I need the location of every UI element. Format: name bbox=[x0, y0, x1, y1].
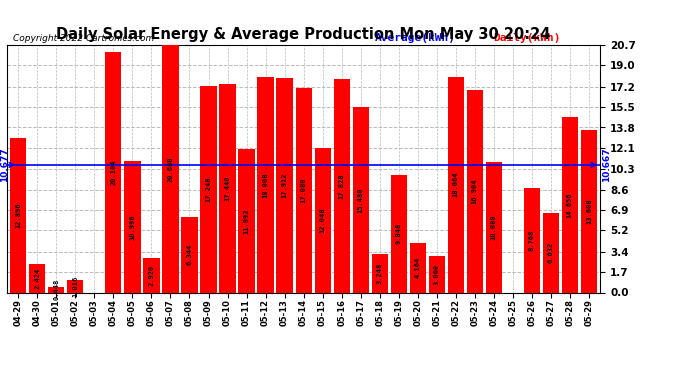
Text: Average(kWh): Average(kWh) bbox=[375, 33, 456, 42]
Bar bbox=[200, 86, 217, 292]
Bar bbox=[543, 213, 559, 292]
Bar bbox=[448, 76, 464, 292]
Text: 11.992: 11.992 bbox=[244, 208, 250, 234]
Bar bbox=[162, 45, 179, 292]
Text: 17.440: 17.440 bbox=[224, 176, 230, 201]
Bar bbox=[48, 287, 64, 292]
Text: 4.164: 4.164 bbox=[415, 257, 421, 278]
Bar bbox=[68, 280, 83, 292]
Text: 0.448: 0.448 bbox=[53, 279, 59, 300]
Title: Daily Solar Energy & Average Production Mon May 30 20:24: Daily Solar Energy & Average Production … bbox=[57, 27, 551, 42]
Bar bbox=[333, 80, 350, 292]
Text: 18.008: 18.008 bbox=[263, 172, 268, 198]
Bar bbox=[239, 149, 255, 292]
Bar bbox=[315, 148, 331, 292]
Text: 20.104: 20.104 bbox=[110, 160, 117, 185]
Bar bbox=[106, 52, 121, 292]
Text: 12.048: 12.048 bbox=[319, 208, 326, 233]
Bar bbox=[524, 188, 540, 292]
Text: 16.904: 16.904 bbox=[472, 179, 477, 204]
Text: 2.424: 2.424 bbox=[34, 267, 40, 289]
Text: 6.344: 6.344 bbox=[186, 244, 193, 265]
Bar bbox=[277, 78, 293, 292]
Text: 1.016: 1.016 bbox=[72, 276, 79, 297]
Bar bbox=[372, 254, 388, 292]
Bar bbox=[295, 88, 312, 292]
Bar bbox=[486, 162, 502, 292]
Text: 9.848: 9.848 bbox=[395, 223, 402, 244]
Text: 12.896: 12.896 bbox=[15, 202, 21, 228]
Text: 17.080: 17.080 bbox=[301, 178, 306, 203]
Text: 6.632: 6.632 bbox=[548, 242, 554, 264]
Text: 15.480: 15.480 bbox=[357, 187, 364, 213]
Bar bbox=[581, 130, 597, 292]
Text: 13.608: 13.608 bbox=[586, 198, 592, 224]
Text: 10.996: 10.996 bbox=[130, 214, 135, 240]
Text: 10.677: 10.677 bbox=[0, 147, 9, 182]
Bar bbox=[562, 117, 578, 292]
Bar bbox=[10, 138, 26, 292]
Text: 3.248: 3.248 bbox=[377, 262, 383, 284]
Text: 17.912: 17.912 bbox=[282, 172, 288, 198]
Bar bbox=[29, 264, 46, 292]
Bar bbox=[144, 258, 159, 292]
Text: 3.060: 3.060 bbox=[434, 264, 440, 285]
Bar bbox=[353, 107, 368, 292]
Text: Daily(kWh): Daily(kWh) bbox=[493, 33, 561, 42]
Bar bbox=[181, 217, 197, 292]
Text: 18.064: 18.064 bbox=[453, 172, 459, 197]
Text: 2.920: 2.920 bbox=[148, 264, 155, 286]
Text: 17.828: 17.828 bbox=[339, 173, 344, 199]
Bar bbox=[219, 84, 235, 292]
Bar bbox=[410, 243, 426, 292]
Bar bbox=[124, 161, 141, 292]
Text: Copyright 2022 Cartronics.com: Copyright 2022 Cartronics.com bbox=[13, 33, 154, 42]
Text: 10.880: 10.880 bbox=[491, 215, 497, 240]
Text: 14.656: 14.656 bbox=[567, 192, 573, 217]
Text: 17.248: 17.248 bbox=[206, 177, 212, 202]
Text: 8.768: 8.768 bbox=[529, 230, 535, 251]
Bar bbox=[428, 256, 445, 292]
Text: 20.680: 20.680 bbox=[168, 156, 173, 182]
Bar bbox=[391, 175, 407, 292]
Bar bbox=[466, 90, 483, 292]
Bar bbox=[257, 77, 274, 292]
Text: 10.667: 10.667 bbox=[602, 147, 611, 182]
